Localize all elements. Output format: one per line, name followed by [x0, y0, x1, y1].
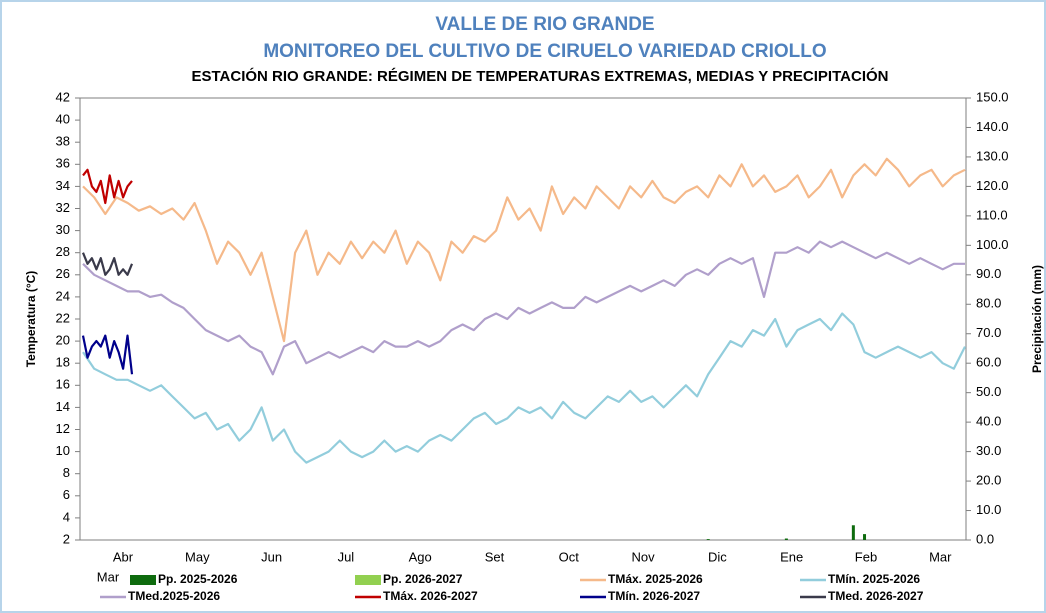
x-tick-label: Feb: [855, 549, 877, 564]
legend-label: Pp. 2025-2026: [158, 572, 238, 586]
y-tick-label: 34: [56, 178, 70, 193]
precip-bar: [863, 534, 867, 540]
y-tick-label: 14: [56, 399, 70, 414]
y2-tick-label: 10.0: [976, 502, 1001, 517]
y2-tick-label: 20.0: [976, 473, 1001, 488]
chart-title: VALLE DE RIO GRANDE: [435, 14, 654, 35]
x-tick-label: Mar: [97, 569, 120, 584]
x-tick-label: May: [185, 549, 210, 564]
legend-swatch: [130, 575, 156, 585]
y-tick-label: 16: [56, 377, 70, 392]
y-tick-label: 20: [56, 333, 70, 348]
y2-tick-label: 150.0: [976, 89, 1009, 104]
y-tick-label: 28: [56, 244, 70, 259]
y2-axis-label: Precipitación (mm): [1030, 265, 1044, 373]
series-line: [82, 240, 965, 376]
y-axis-label: Temperatura (°C): [24, 271, 38, 368]
x-tick-label: Ago: [409, 549, 432, 564]
x-tick-label: Mar: [929, 549, 952, 564]
y-tick-label: 30: [56, 222, 70, 237]
y2-tick-label: 30.0: [976, 443, 1001, 458]
legend-label: TMáx. 2025-2026: [608, 572, 703, 586]
series-line: [81, 334, 134, 375]
series-line: [82, 157, 966, 343]
y-tick-label: 2: [63, 531, 70, 546]
y-tick-label: 22: [56, 310, 70, 325]
y-tick-label: 18: [56, 355, 70, 370]
legend-label: TMín. 2025-2026: [828, 572, 920, 586]
y2-tick-label: 90.0: [976, 266, 1001, 281]
y-tick-label: 40: [56, 112, 70, 127]
chart-subtitle-2: ESTACIÓN RIO GRANDE: RÉGIMEN DE TEMPERAT…: [191, 67, 888, 85]
x-tick-label: Ene: [780, 549, 803, 564]
series-line: [82, 312, 966, 464]
y2-tick-label: 120.0: [976, 178, 1009, 193]
y2-tick-label: 50.0: [976, 384, 1001, 399]
legend-label: TMed.2025-2026: [128, 589, 220, 603]
legend-swatch: [355, 575, 381, 585]
x-tick-label: Set: [485, 549, 505, 564]
x-tick-label: Nov: [632, 549, 656, 564]
y2-tick-label: 110.0: [976, 207, 1008, 222]
legend-label: Pp. 2026-2027: [383, 572, 463, 586]
y2-tick-label: 60.0: [976, 355, 1001, 370]
legend-label: TMín. 2026-2027: [608, 589, 700, 603]
precip-bar: [851, 525, 855, 540]
y-tick-label: 36: [56, 156, 70, 171]
chart-subtitle: MONITOREO DEL CULTIVO DE CIRUELO VARIEDA…: [263, 41, 826, 62]
x-tick-label: Jun: [261, 549, 282, 564]
series-line: [82, 168, 133, 205]
y2-tick-label: 140.0: [976, 119, 1009, 134]
x-tick-label: Jul: [338, 549, 355, 564]
x-tick-label: Abr: [113, 549, 134, 564]
y-tick-label: 10: [56, 443, 70, 458]
x-tick-label: Dic: [708, 549, 727, 564]
y-tick-label: 32: [56, 200, 70, 215]
y-tick-label: 12: [56, 421, 70, 436]
precip-bar: [706, 539, 710, 540]
y-tick-label: 38: [56, 134, 70, 149]
y-tick-label: 42: [56, 89, 70, 104]
x-tick-label: Oct: [559, 549, 580, 564]
legend-label: TMáx. 2026-2027: [383, 589, 478, 603]
y2-tick-label: 130.0: [976, 148, 1009, 163]
y2-tick-label: 70.0: [976, 325, 1001, 340]
y2-tick-label: 40.0: [976, 414, 1001, 429]
series-line: [81, 252, 134, 276]
y-tick-label: 24: [56, 288, 70, 303]
y-tick-label: 6: [63, 487, 70, 502]
y-tick-label: 8: [63, 465, 70, 480]
y-tick-label: 4: [63, 509, 70, 524]
y-tick-label: 26: [56, 266, 70, 281]
y2-tick-label: 100.0: [976, 237, 1009, 252]
legend-label: TMed. 2026-2027: [828, 589, 924, 603]
y2-tick-label: 80.0: [976, 296, 1001, 311]
precip-bar: [784, 538, 788, 540]
y2-tick-label: 0.0: [976, 531, 994, 546]
